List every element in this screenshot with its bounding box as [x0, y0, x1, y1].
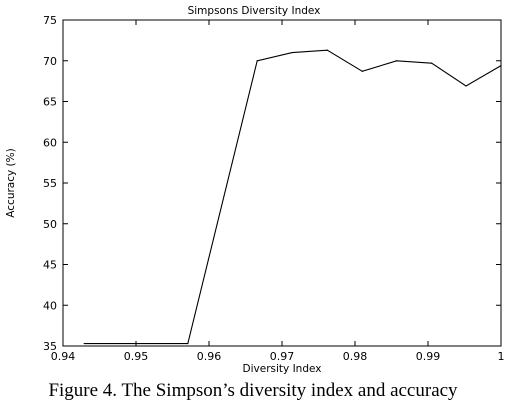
data-point	[326, 49, 328, 51]
figure-caption: Figure 4. The Simpson’s diversity index …	[48, 380, 458, 401]
x-tick-label: 1	[498, 350, 505, 363]
y-tick-label: 55	[43, 177, 57, 190]
data-point	[396, 60, 398, 62]
data-point	[361, 70, 363, 72]
y-tick-label: 70	[43, 55, 57, 68]
series-layer	[83, 49, 502, 345]
data-point	[83, 342, 85, 345]
x-tick-label: 0.94	[51, 350, 76, 363]
y-tick-label: 40	[43, 299, 57, 312]
data-point	[465, 85, 467, 87]
y-axis-label: Accuracy (%)	[5, 148, 17, 217]
series-line	[84, 49, 502, 345]
axis-ticks: 0.94 0.95 0.96 0.97 0.98 0.99 1 35 40 45 50 55 60 65 7…	[43, 14, 505, 363]
y-tick-label: 35	[43, 340, 57, 353]
y-tick-label: 60	[43, 136, 57, 149]
x-tick-label: 0.96	[197, 350, 222, 363]
x-tick-label: 0.98	[343, 350, 368, 363]
data-point	[256, 60, 258, 62]
data-point	[187, 342, 189, 345]
line-chart: Simpsons Diversity Index 0.94 0.95 0.96 0.9…	[5, 5, 505, 375]
data-point	[431, 62, 433, 64]
y-tick-label: 75	[43, 14, 57, 27]
y-tick-label: 50	[43, 218, 57, 231]
y-tick-label: 45	[43, 259, 57, 272]
x-tick-label: 0.97	[270, 350, 295, 363]
x-tick-label: 0.99	[416, 350, 441, 363]
plot-area	[62, 19, 502, 347]
x-axis-label: Diversity Index	[243, 363, 322, 375]
data-point	[500, 65, 502, 67]
chart-title: Simpsons Diversity Index	[188, 5, 321, 17]
x-tick-label: 0.95	[124, 350, 149, 363]
data-point	[291, 52, 293, 54]
y-tick-label: 65	[43, 96, 57, 109]
